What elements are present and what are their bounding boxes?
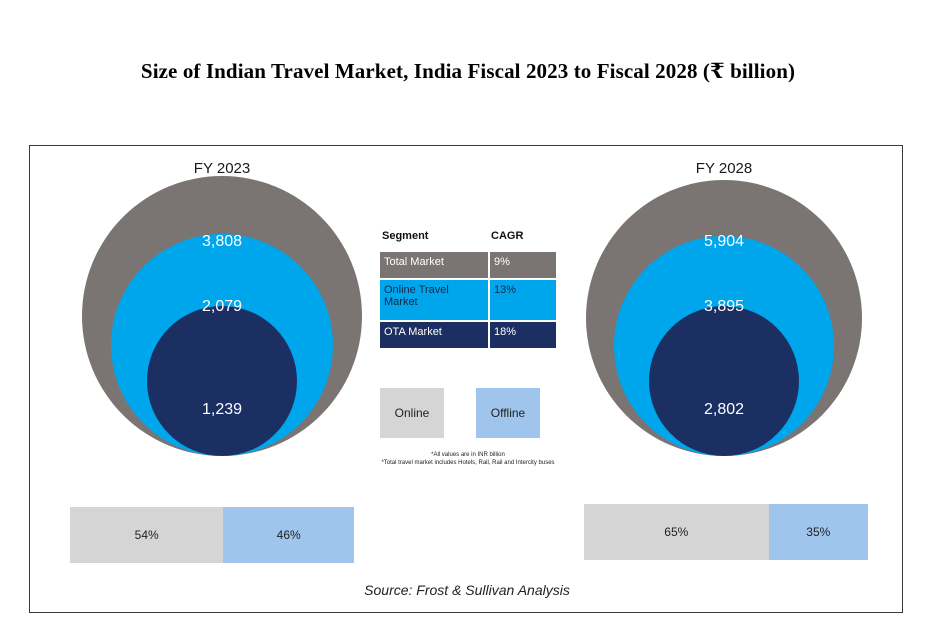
cagr-header-cagr: CAGR xyxy=(491,230,524,242)
cagr-row-online-travel: Online Travel Market 13% xyxy=(380,278,556,321)
fy2028-ota-value-label: 2,802 xyxy=(704,401,744,418)
cagr-segment-online: Online Travel Market xyxy=(380,278,490,321)
share-bar-fy2023-online: 54% xyxy=(70,507,224,563)
cagr-row-ota: OTA Market 18% xyxy=(380,320,556,348)
cagr-header-segment: Segment xyxy=(382,230,429,242)
cagr-value-online: 13% xyxy=(489,278,556,321)
cagr-segment-total: Total Market xyxy=(380,250,490,279)
share-bar-fy2028-offline: 35% xyxy=(768,504,868,560)
source-note: Source: Frost & Sullivan Analysis xyxy=(364,582,570,598)
fy2028-label: FY 2028 xyxy=(695,160,753,177)
fy2023-label: FY 2023 xyxy=(193,160,251,177)
cagr-value-total: 9% xyxy=(489,250,556,279)
cagr-table: Segment CAGR Total Market 9% Online Trav… xyxy=(380,230,556,348)
chart-panel: FY 2023 FY 2028 3,808 2,079 1,239 5,904 3,89… xyxy=(29,145,903,613)
cagr-segment-ota: OTA Market xyxy=(380,320,490,348)
fy2028-online-value-label: 3,895 xyxy=(704,298,744,315)
share-bar-fy2028: 65% 35% xyxy=(584,504,868,560)
fy2023-online-value-label: 2,079 xyxy=(202,298,242,315)
nested-circles-chart: 3,808 2,079 1,239 5,904 3,895 2,802 xyxy=(82,176,862,456)
legend-online: Online xyxy=(380,388,444,438)
share-bar-fy2023: 54% 46% xyxy=(70,507,354,563)
fy2023-total-value-label: 3,808 xyxy=(202,233,242,250)
share-bar-fy2028-online: 65% xyxy=(584,504,769,560)
fy2028-total-value-label: 5,904 xyxy=(704,233,744,250)
fy2023-ota-value-label: 1,239 xyxy=(202,401,242,418)
footnote-values: *All values are in INR billion xyxy=(431,452,505,458)
fy2028-ota-circle xyxy=(649,306,799,456)
cagr-value-ota: 18% xyxy=(489,320,556,348)
chart-title: Size of Indian Travel Market, India Fisc… xyxy=(140,59,796,83)
fy2023-ota-circle xyxy=(147,306,297,456)
legend-offline: Offline xyxy=(476,388,540,438)
footnote-total-market: *Total travel market includes Hotels, Ra… xyxy=(381,460,555,466)
share-bar-fy2023-offline: 46% xyxy=(223,507,354,563)
cagr-row-total-market: Total Market 9% xyxy=(380,250,556,279)
footnotes: *All values are in INR billion *Total tr… xyxy=(348,451,588,467)
